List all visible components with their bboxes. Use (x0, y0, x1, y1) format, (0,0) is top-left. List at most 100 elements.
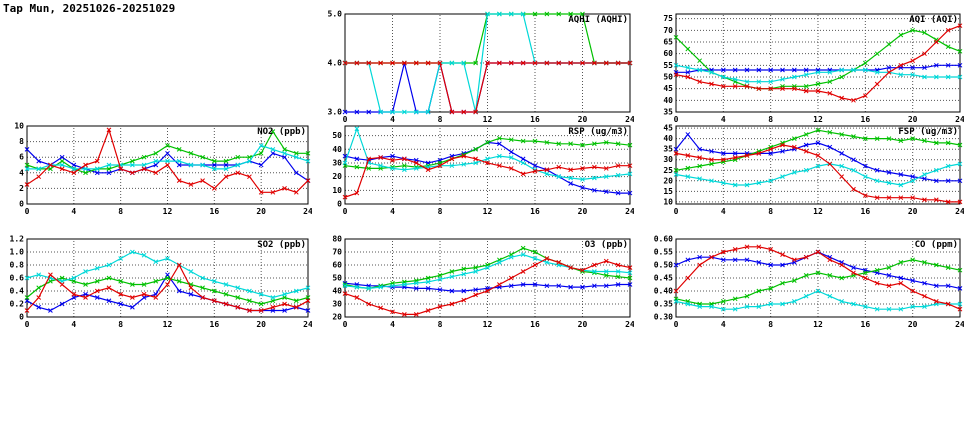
svg-text:12: 12 (483, 207, 493, 216)
chart-title-no2: NO2 (ppb) (257, 127, 306, 137)
svg-text:10: 10 (332, 186, 342, 195)
svg-text:55: 55 (663, 61, 673, 70)
series-markers-green (673, 257, 963, 307)
svg-text:16: 16 (861, 207, 871, 216)
svg-text:40: 40 (663, 96, 673, 105)
svg-text:0: 0 (337, 200, 342, 209)
svg-text:8: 8 (19, 137, 24, 146)
svg-text:16: 16 (530, 115, 540, 124)
svg-text:24: 24 (625, 115, 634, 124)
svg-text:8: 8 (438, 320, 443, 329)
svg-text:80: 80 (332, 235, 342, 244)
series-markers-green (24, 275, 311, 307)
series-markers-red (24, 262, 311, 313)
svg-text:0: 0 (674, 320, 679, 329)
series-markers-red (342, 60, 633, 115)
series-markers-red (342, 256, 633, 317)
chart-no2: 0 2 4 6 8 10 0 4 8 12 16 20 24 NO2 (ppb) (1, 120, 312, 218)
svg-text:75: 75 (663, 14, 673, 23)
svg-text:0.60: 0.60 (654, 235, 673, 244)
svg-text:50: 50 (332, 131, 342, 140)
chart-plot-o3: 20 30 40 50 60 70 80 0 4 8 12 16 20 24 O3 (ppb) (332, 235, 634, 330)
series-markers-cyan (673, 62, 963, 85)
svg-text:20: 20 (908, 320, 918, 329)
svg-text:20: 20 (332, 172, 342, 181)
svg-text:20: 20 (908, 115, 918, 124)
chart-title-fsp: FSP (ug/m3) (898, 127, 958, 137)
chart-title-aqi: AQI (AQI) (909, 15, 958, 25)
svg-text:4: 4 (390, 115, 395, 124)
svg-text:10: 10 (14, 122, 24, 131)
series-markers-red (673, 244, 963, 312)
svg-text:0.2: 0.2 (10, 300, 25, 309)
svg-text:0: 0 (674, 207, 679, 216)
svg-text:0.8: 0.8 (10, 261, 25, 270)
svg-text:0.6: 0.6 (10, 274, 25, 283)
svg-text:4.0: 4.0 (328, 59, 343, 68)
svg-text:8: 8 (118, 207, 123, 216)
series-line-cyan (675, 290, 960, 310)
svg-text:0: 0 (19, 313, 24, 322)
svg-text:45: 45 (663, 84, 673, 93)
svg-text:0.45: 0.45 (654, 274, 673, 283)
svg-text:0.55: 0.55 (654, 248, 673, 257)
svg-text:24: 24 (303, 320, 312, 329)
svg-text:24: 24 (625, 207, 634, 216)
svg-text:20: 20 (256, 207, 266, 216)
svg-text:40: 40 (663, 134, 673, 143)
svg-text:16: 16 (530, 320, 540, 329)
svg-text:20: 20 (578, 207, 588, 216)
svg-text:65: 65 (663, 38, 673, 47)
svg-text:30: 30 (663, 155, 673, 164)
svg-text:8: 8 (768, 115, 773, 124)
svg-text:16: 16 (210, 207, 220, 216)
svg-text:4: 4 (19, 168, 24, 177)
svg-text:5.0: 5.0 (328, 10, 343, 19)
svg-text:70: 70 (663, 26, 673, 35)
svg-text:4: 4 (71, 320, 76, 329)
svg-text:0.4: 0.4 (10, 287, 25, 296)
svg-text:60: 60 (663, 49, 673, 58)
svg-text:10: 10 (663, 197, 673, 206)
series-line-blue (675, 251, 961, 289)
series-markers-red (673, 23, 963, 103)
svg-text:40: 40 (332, 145, 342, 154)
svg-text:8: 8 (438, 207, 443, 216)
svg-text:24: 24 (955, 320, 964, 329)
series-markers-cyan (673, 288, 963, 312)
chart-so2: 0 0.2 0.4 0.6 0.8 1.0 1.2 0 4 8 12 16 20 24 SO2 (ppb) (1, 233, 312, 331)
svg-text:20: 20 (578, 115, 588, 124)
svg-text:1.0: 1.0 (10, 248, 25, 257)
svg-text:12: 12 (813, 115, 823, 124)
chart-plot-so2: 0 0.2 0.4 0.6 0.8 1.0 1.2 0 4 8 12 16 20 24 SO2 (ppb) (10, 235, 312, 330)
series-markers-green (342, 135, 633, 171)
svg-text:12: 12 (813, 207, 823, 216)
chart-plot-aqhi: 3.0 4.0 5.0 0 4 8 12 16 20 24 AQHI (AQHI) (328, 10, 634, 125)
svg-text:16: 16 (210, 320, 220, 329)
svg-text:3.0: 3.0 (328, 108, 343, 117)
chart-title-rsp: RSP (ug/m3) (568, 127, 628, 137)
svg-text:35: 35 (663, 145, 673, 154)
svg-text:4: 4 (71, 207, 76, 216)
svg-text:25: 25 (663, 166, 673, 175)
svg-text:8: 8 (768, 320, 773, 329)
svg-text:0: 0 (25, 320, 30, 329)
svg-text:20: 20 (663, 176, 673, 185)
svg-text:12: 12 (483, 320, 493, 329)
svg-text:35: 35 (663, 108, 673, 117)
svg-text:15: 15 (663, 187, 673, 196)
series-markers-red (342, 153, 633, 200)
svg-text:24: 24 (625, 320, 634, 329)
page-title: Tap Mun, 20251026-20251029 (3, 2, 176, 15)
svg-text:16: 16 (861, 320, 871, 329)
svg-text:6: 6 (19, 153, 24, 162)
series-markers-cyan (673, 161, 963, 188)
series-markers-green (673, 127, 963, 173)
svg-text:12: 12 (483, 115, 493, 124)
chart-co: 0.30 0.35 0.40 0.45 0.50 0.55 0.60 0 4 8 12 16 20 24 C… (650, 233, 964, 331)
svg-text:24: 24 (955, 207, 964, 216)
svg-text:12: 12 (813, 320, 823, 329)
chart-aqi: 35 40 45 50 55 60 65 70 75 0 4 8 12 16 20 24 AQI (AQI) (650, 8, 964, 126)
